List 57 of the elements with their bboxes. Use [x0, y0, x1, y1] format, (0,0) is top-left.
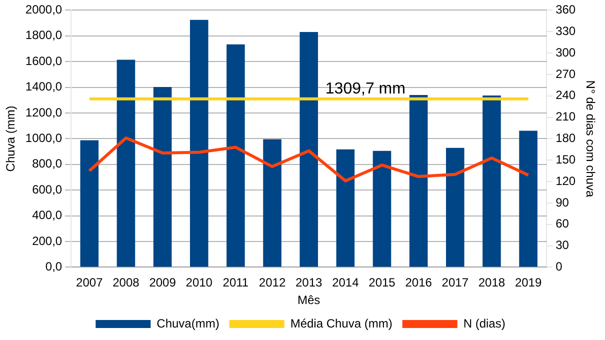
y2-tick-label: 270 [556, 66, 576, 81]
y2-tick-label: 240 [556, 88, 576, 102]
y2-tick-label: 330 [556, 24, 576, 38]
y2-tick-label: 90 [556, 195, 570, 210]
x-tick-label: 2012 [258, 276, 286, 290]
y2-tick-label: 300 [556, 45, 576, 60]
legend-label: N (dias) [463, 316, 506, 330]
bar [409, 95, 428, 267]
bar [519, 130, 538, 267]
bar [116, 60, 136, 267]
bar [300, 32, 318, 267]
x-tick-label: 2013 [295, 276, 323, 290]
legend-label: Chuva(mm) [156, 316, 220, 330]
x-tick-label: 2015 [368, 276, 396, 290]
y2-tick-label: 120 [556, 174, 576, 188]
y-tick-label: 1600,0 [25, 54, 62, 68]
x-tick-label: 2018 [478, 276, 506, 290]
y2-tick-label: 60 [556, 216, 570, 231]
y-tick-label: 1000,0 [25, 131, 62, 146]
y-tick-label: 400,0 [32, 208, 62, 222]
x-tick-label: 2011 [222, 276, 249, 290]
x-tick-label: 2007 [76, 276, 104, 290]
x-tick-label: 2016 [405, 276, 432, 290]
x-tick-label: 2017 [442, 276, 469, 290]
y2-tick-label: 150 [556, 152, 576, 166]
y2-axis-title: N° de dias com chuva [583, 80, 598, 198]
bar [482, 96, 501, 267]
y2-tick-label: 360 [556, 2, 576, 17]
x-tick-label: 2008 [112, 276, 140, 290]
legend-label: Média Chuva (mm) [290, 316, 392, 330]
x-tick-label: 2009 [149, 276, 176, 290]
y-tick-label: 1400,0 [25, 80, 62, 94]
bar [263, 139, 282, 267]
x-tick-label: 2019 [514, 276, 542, 290]
y2-tick-label: 210 [556, 110, 576, 124]
y-tick-label: 600,0 [32, 182, 62, 196]
x-tick-label: 2010 [186, 276, 213, 290]
bar [80, 140, 99, 267]
y2-tick-label: 30 [556, 238, 570, 252]
annotation: 1309,7 mm [325, 80, 406, 98]
y-tick-label: 0,0 [45, 260, 62, 274]
y-tick-label: 1200,0 [25, 105, 62, 120]
bar [153, 87, 172, 267]
y-tick-label: 1800,0 [25, 28, 62, 42]
y-tick-label: 800,0 [32, 156, 62, 171]
y2-tick-label: 0 [556, 260, 563, 274]
y2-tick-label: 180 [556, 131, 576, 146]
y-axis-title: Chuva (mm) [4, 106, 18, 172]
bar [372, 150, 392, 267]
y-tick-label: 200,0 [32, 234, 62, 248]
y-tick-label: 2000,0 [25, 2, 62, 17]
bar [336, 149, 355, 267]
bar [446, 148, 464, 267]
bar [226, 44, 245, 267]
bar [190, 20, 208, 267]
x-tick-label: 2014 [332, 276, 360, 290]
x-axis-title: Mês [298, 293, 320, 308]
